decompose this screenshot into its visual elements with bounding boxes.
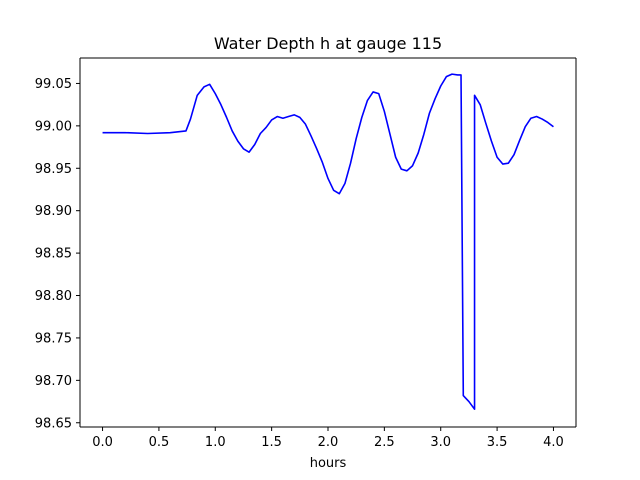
- y-tick-label: 98.95: [35, 162, 72, 177]
- y-tick-label: 98.85: [35, 247, 72, 262]
- y-tick-label: 98.70: [35, 374, 72, 389]
- x-tick-label: 3.0: [430, 435, 451, 450]
- x-tick-label: 1.0: [205, 435, 226, 450]
- x-tick-label: 2.0: [318, 435, 339, 450]
- y-tick-label: 98.65: [35, 416, 72, 431]
- plot-background: [80, 58, 576, 427]
- x-tick-label: 0.5: [149, 435, 170, 450]
- series-layer: [102, 73, 554, 410]
- x-tick-label: 2.5: [374, 435, 395, 450]
- y-tick-label: 98.90: [35, 204, 72, 219]
- y-tick-label: 98.80: [35, 289, 72, 304]
- x-tick-label: 3.5: [487, 435, 508, 450]
- y-tick-label: 98.75: [35, 331, 72, 346]
- x-tick-label: 0.0: [92, 435, 113, 450]
- x-tick-label: 4.0: [543, 435, 564, 450]
- series-line-0: [102, 73, 554, 410]
- chart-title: Water Depth h at gauge 115: [214, 34, 442, 53]
- x-axis-ticks: 0.0 0.5 1.0 1.5 2.0 2.5 3.0 3.5 4.0: [92, 427, 564, 450]
- x-axis-label: hours: [310, 456, 347, 471]
- x-tick-label: 1.5: [261, 435, 282, 450]
- y-tick-label: 99.05: [35, 77, 72, 92]
- plot-area: [80, 58, 576, 427]
- y-axis-ticks: 98.65 98.70 98.75 98.80 98.85 98.90 98.95 99.00…: [35, 77, 80, 431]
- y-tick-label: 99.00: [35, 119, 72, 134]
